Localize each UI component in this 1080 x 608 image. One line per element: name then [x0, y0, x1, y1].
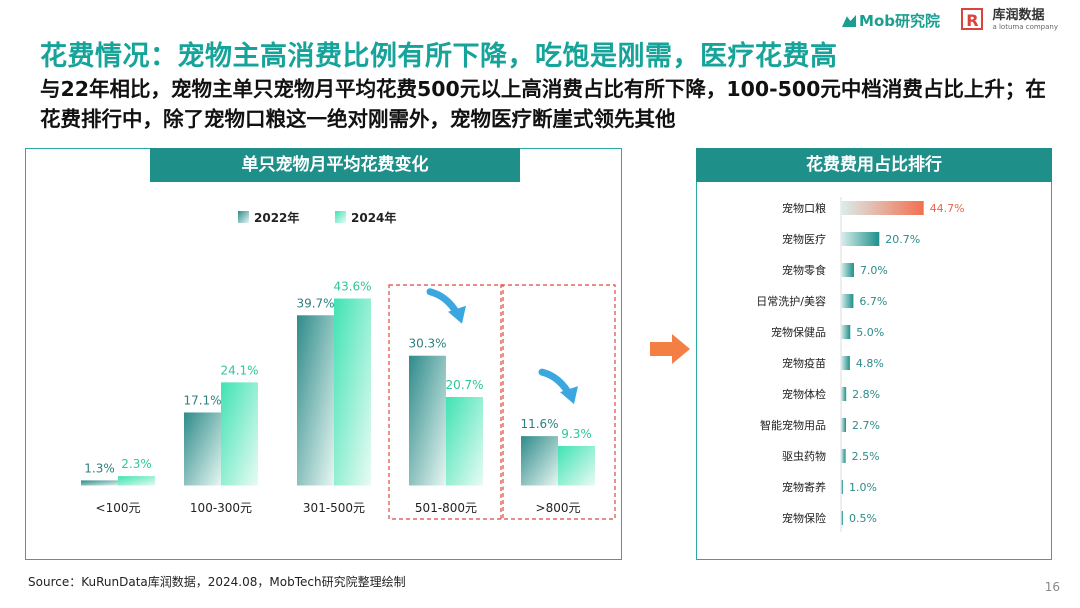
rank-bar-10: [841, 511, 843, 525]
rank-category-9: 宠物寄养: [782, 480, 826, 494]
bar-label-1-2: 43.6%: [333, 280, 371, 294]
x-tick-2: 301-500元: [303, 501, 365, 515]
rank-category-10: 宠物保险: [782, 511, 826, 525]
mob-logo: Mob研究院: [842, 10, 940, 31]
bar-1-4: [558, 446, 595, 486]
bar-label-0-1: 17.1%: [183, 393, 221, 407]
bar-1-1: [221, 382, 258, 486]
x-tick-0: <100元: [96, 501, 141, 515]
highlight-box-1: [500, 284, 616, 520]
rank-value-0: 44.7%: [930, 202, 965, 215]
rank-bar-8: [841, 449, 846, 463]
x-tick-3: 501-800元: [415, 501, 477, 515]
kurun-logo: R 库润数据 a lotuma company: [961, 8, 1058, 32]
mob-logo-text: Mob研究院: [859, 12, 940, 30]
legend-label-0: 2022年: [254, 210, 299, 225]
bar-0-2: [297, 315, 334, 486]
bar-label-1-1: 24.1%: [220, 363, 258, 377]
rank-value-10: 0.5%: [849, 512, 877, 525]
source-note: Source：KuRunData库润数据，2024.08，MobTech研究院整…: [28, 575, 406, 589]
rank-value-1: 20.7%: [885, 233, 920, 246]
rank-value-4: 5.0%: [856, 326, 884, 339]
bar-0-1: [184, 412, 221, 486]
rank-category-8: 驱虫药物: [782, 449, 826, 463]
left-chart-title: 单只宠物月平均花费变化: [150, 148, 520, 182]
bar-label-0-0: 1.3%: [84, 461, 115, 475]
bar-1-3: [446, 396, 483, 486]
rank-value-8: 2.5%: [852, 450, 880, 463]
bar-label-0-3: 30.3%: [408, 337, 446, 351]
legend-swatch-1: [335, 211, 346, 223]
rank-category-7: 智能宠物用品: [760, 418, 826, 432]
legend-label-1: 2024年: [351, 210, 396, 225]
bar-1-0: [118, 476, 155, 486]
rank-category-3: 日常洗护/美容: [756, 294, 826, 308]
rank-bar-9: [841, 480, 843, 494]
x-tick-1: 100-300元: [190, 501, 252, 515]
x-tick-4: >800元: [536, 501, 581, 515]
rank-value-5: 4.8%: [856, 357, 884, 370]
down-arrow-icon: [426, 288, 466, 324]
spend-ranking-chart: 宠物口粮 44.7% 宠物医疗 20.7% 宠物零食 7.0% 日常洗护/美容 6.7% 宠物保…: [756, 197, 965, 532]
bar-0-0: [81, 480, 118, 486]
bar-0-4: [521, 436, 558, 486]
highlight-box-0: [388, 284, 504, 520]
right-arrow-icon: [650, 334, 690, 364]
rank-value-2: 7.0%: [860, 264, 888, 277]
rank-category-6: 宠物体检: [782, 387, 826, 401]
monthly-spend-chart: 2022年 2024年 1.3% 2.3% <100元 17.1% 24.1% 100-30…: [55, 210, 616, 520]
mob-logo-icon: [842, 15, 857, 27]
rank-category-1: 宠物医疗: [782, 232, 826, 246]
bar-label-0-4: 11.6%: [520, 417, 558, 431]
right-chart-title: 花费费用占比排行: [696, 148, 1052, 182]
page-title: 花费情况：宠物主高消费比例有所下降，吃饱是刚需，医疗花费高: [40, 41, 838, 72]
bar-0-3: [409, 355, 446, 486]
rank-category-5: 宠物疫苗: [782, 356, 826, 370]
rank-category-4: 宠物保健品: [771, 325, 826, 339]
legend-swatch-0: [238, 211, 249, 223]
page-number: 16: [1044, 580, 1060, 594]
rank-bar-3: [841, 294, 854, 308]
rank-value-6: 2.8%: [852, 388, 880, 401]
rank-bar-5: [841, 356, 850, 370]
page-subtitle: 与22年相比，宠物主单只宠物月平均花费500元以上高消费占比有所下降，100-5…: [40, 77, 1046, 131]
bar-label-0-2: 39.7%: [296, 296, 334, 310]
rank-bar-4: [841, 325, 851, 339]
down-arrow-icon: [538, 368, 578, 405]
rank-bar-1: [841, 232, 880, 246]
rank-value-9: 1.0%: [849, 481, 877, 494]
bar-label-1-0: 2.3%: [121, 457, 152, 471]
rank-value-3: 6.7%: [859, 295, 887, 308]
rank-bar-7: [841, 418, 846, 432]
rank-category-0: 宠物口粮: [782, 201, 826, 215]
rank-value-7: 2.7%: [852, 419, 880, 432]
bar-label-1-4: 9.3%: [561, 427, 592, 441]
rank-bar-0: [841, 201, 924, 215]
kurun-logo-subtext: a lotuma company: [992, 23, 1058, 31]
kurun-logo-text: 库润数据: [992, 8, 1045, 23]
bar-1-2: [334, 298, 371, 486]
rank-bar-6: [841, 387, 847, 401]
rank-bar-2: [841, 263, 854, 277]
bar-label-1-3: 20.7%: [445, 378, 483, 392]
rank-category-2: 宠物零食: [782, 263, 826, 277]
kurun-logo-mark: R: [961, 8, 984, 30]
